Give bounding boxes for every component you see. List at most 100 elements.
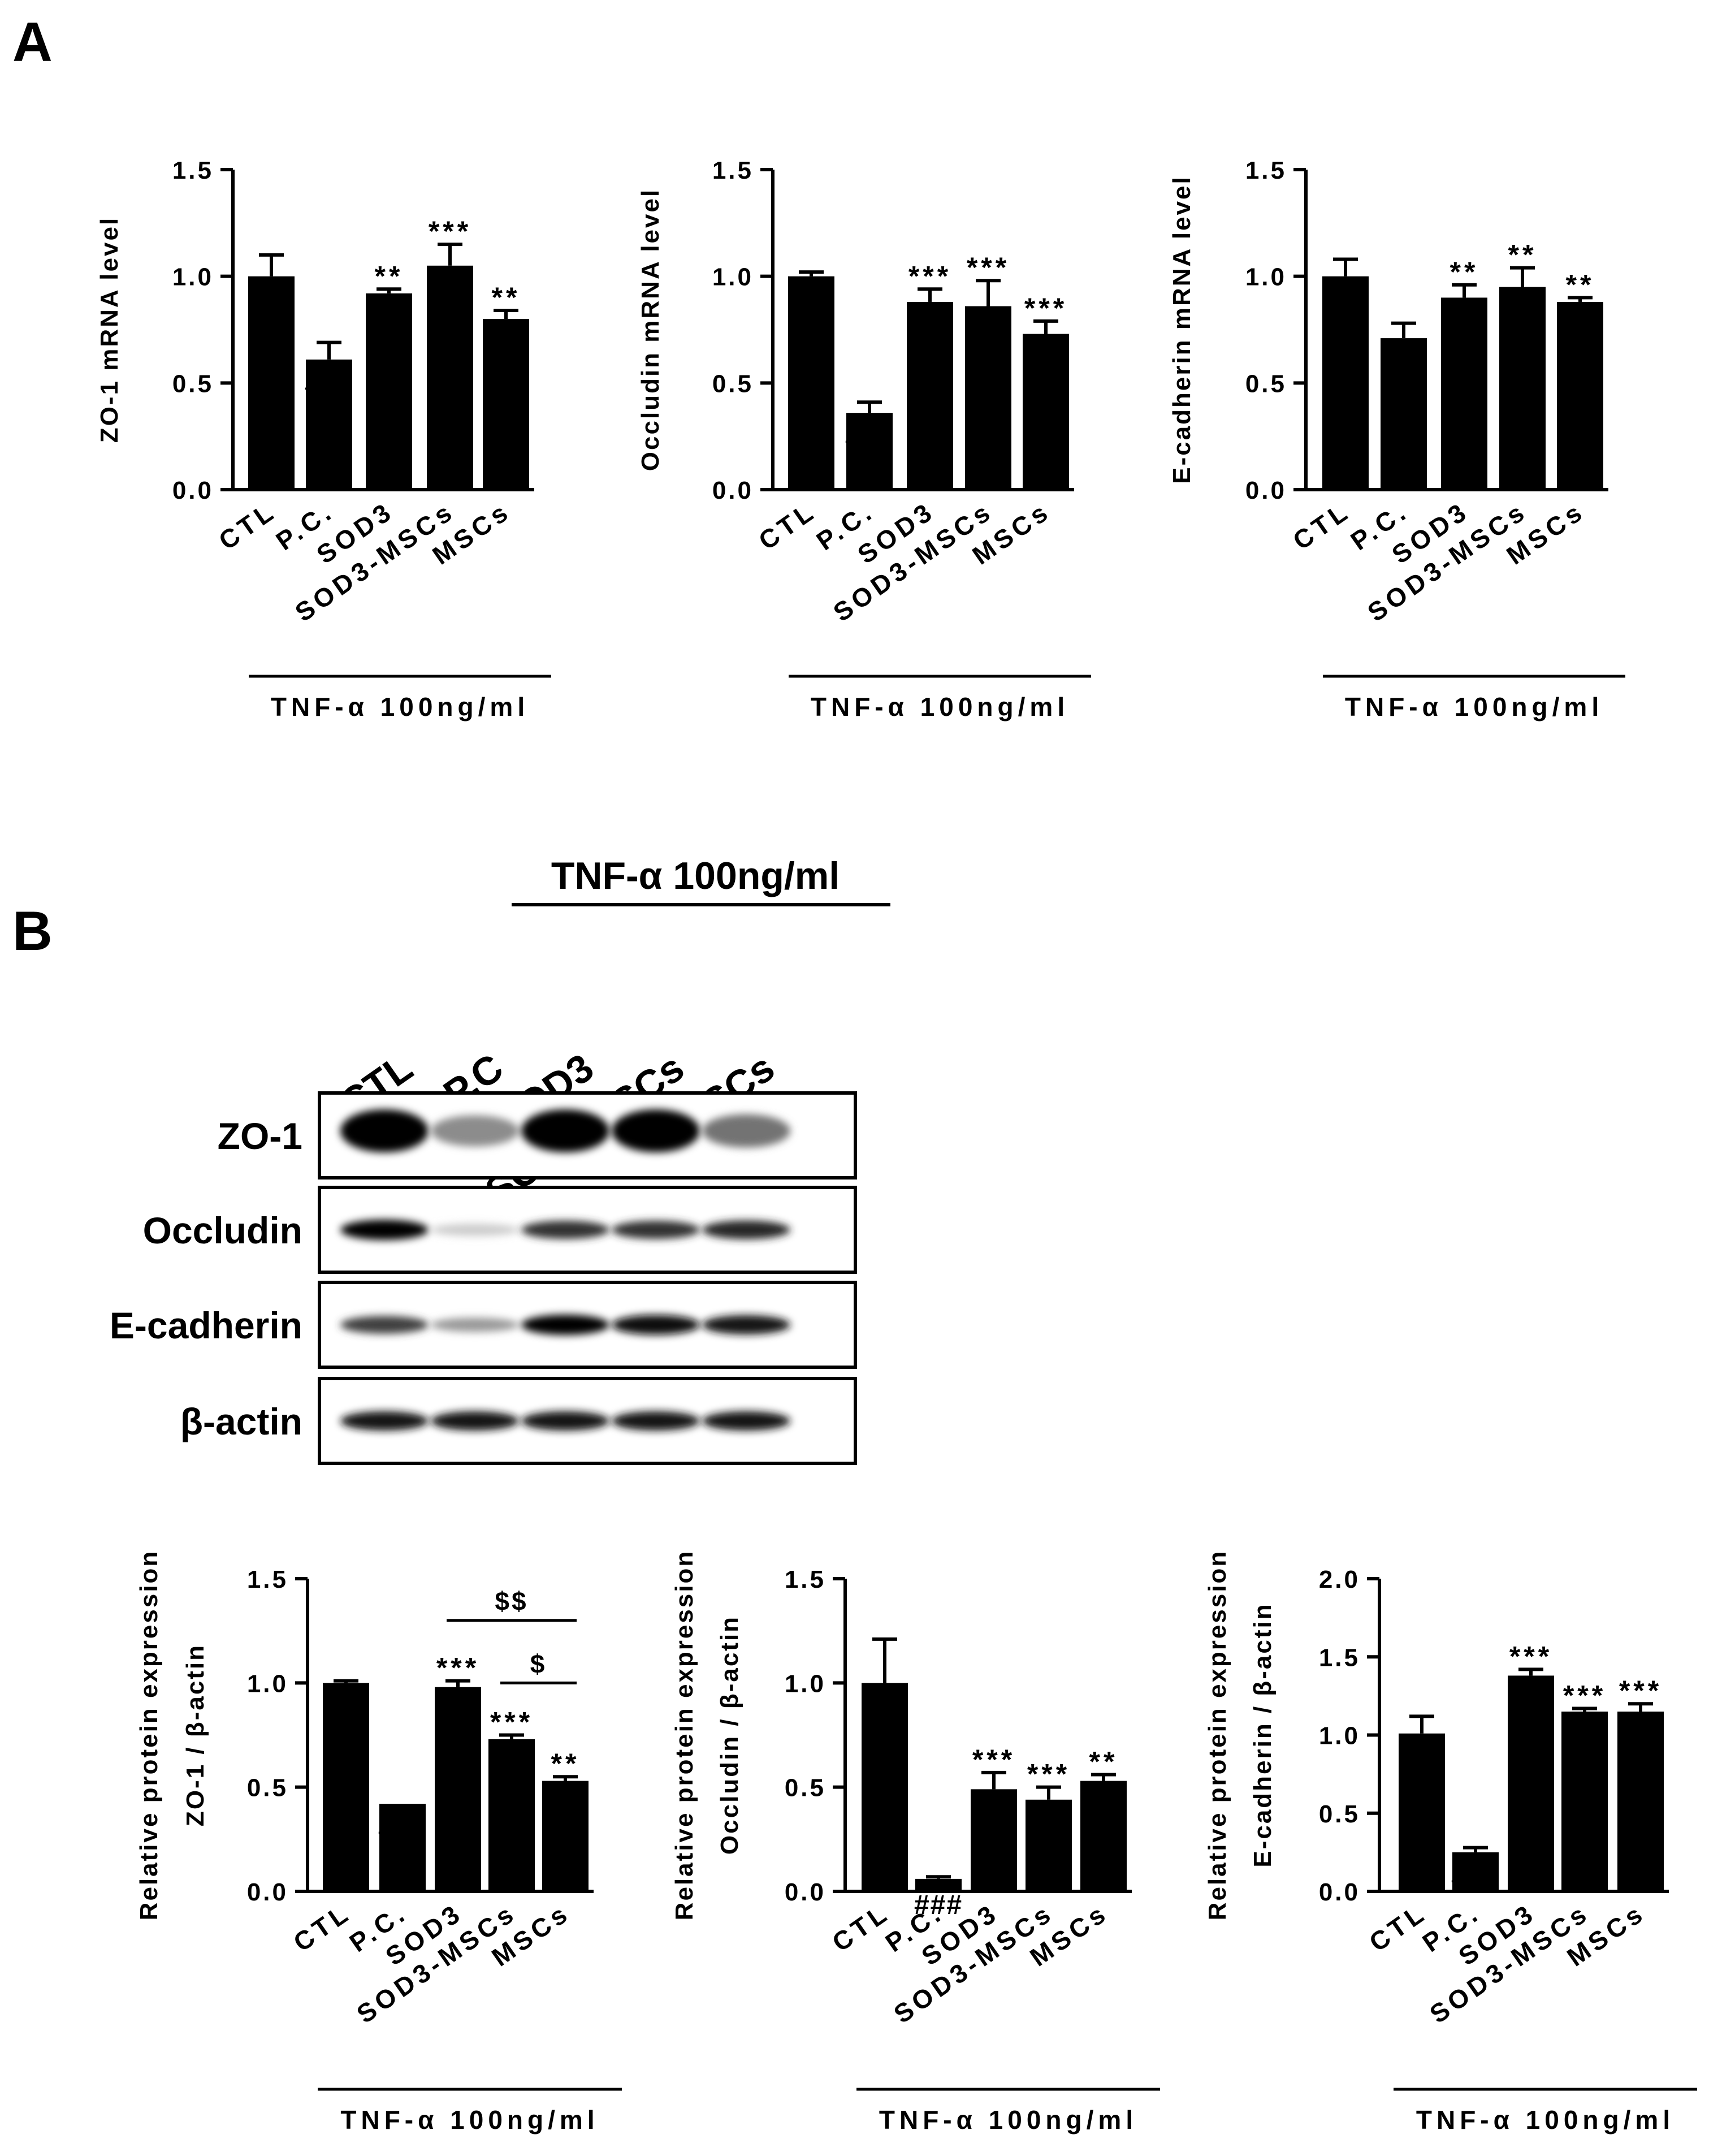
blot-band bbox=[340, 1220, 429, 1240]
blot-band bbox=[702, 1220, 790, 1239]
bar-p-c- bbox=[846, 413, 893, 490]
bar-sod3-mscs bbox=[427, 265, 473, 490]
significance-star: *** bbox=[1027, 1758, 1070, 1790]
significance-hash: ### bbox=[845, 424, 894, 454]
significance-hash: ### bbox=[914, 1890, 963, 1920]
blot-row-label: β-actin bbox=[180, 1401, 302, 1442]
bar-p-c- bbox=[915, 1878, 962, 1891]
significance-star: *** bbox=[1619, 1675, 1662, 1706]
blot-band bbox=[340, 1109, 429, 1152]
y-axis-label: ZO-1 / β-actin bbox=[181, 1644, 209, 1826]
bar-ctl bbox=[788, 276, 834, 490]
y-tick-label: 0.0 bbox=[1245, 477, 1287, 504]
blot-band bbox=[702, 1411, 790, 1431]
y-tick-label: 0.0 bbox=[1319, 1878, 1360, 1906]
blot-band bbox=[340, 1316, 429, 1334]
y-axis-label: E-cadherin mRNA level bbox=[1168, 175, 1196, 484]
bar-p-c- bbox=[306, 359, 352, 490]
bar-ctl bbox=[862, 1683, 908, 1891]
significance-star: *** bbox=[1563, 1679, 1606, 1711]
blot-band bbox=[521, 1109, 609, 1152]
blot-treatment-label: TNF-α 100ng/ml bbox=[551, 854, 840, 897]
bar-mscs bbox=[542, 1781, 589, 1891]
y-tick-label: 1.0 bbox=[172, 263, 214, 291]
bar-ctl bbox=[1322, 276, 1369, 490]
y-tick-label: 0.0 bbox=[712, 477, 754, 504]
blot-band bbox=[431, 1224, 519, 1236]
treatment-group-label: TNF-α 100ng/ml bbox=[340, 2105, 599, 2135]
significance-hash: ### bbox=[1451, 1864, 1500, 1894]
y-tick-label: 0.5 bbox=[1245, 370, 1287, 398]
blot-band bbox=[521, 1220, 609, 1239]
blot-band bbox=[521, 1315, 609, 1335]
blot-band bbox=[612, 1315, 700, 1335]
y-tick-label: 1.0 bbox=[1245, 263, 1287, 291]
blot-band bbox=[612, 1109, 700, 1152]
blot-band bbox=[521, 1411, 609, 1431]
bar-sod3 bbox=[1508, 1675, 1554, 1891]
treatment-group-label: TNF-α 100ng/ml bbox=[1416, 2105, 1675, 2135]
blot-band bbox=[702, 1114, 790, 1148]
bar-p-c- bbox=[1452, 1852, 1499, 1891]
y-axis-label: Relative protein expression bbox=[1204, 1550, 1231, 1921]
significance-star: *** bbox=[436, 1652, 479, 1684]
y-tick-label: 1.5 bbox=[712, 157, 754, 184]
ecadherin-mrna-chart: 0.00.51.01.5E-cadherin mRNA levelCTL##P.… bbox=[1168, 157, 1625, 721]
y-tick-label: 1.0 bbox=[785, 1670, 826, 1697]
y-axis-label: Relative protein expression bbox=[670, 1550, 698, 1921]
treatment-group-label: TNF-α 100ng/ml bbox=[811, 692, 1069, 721]
y-tick-label: 0.5 bbox=[1319, 1800, 1360, 1828]
significance-star: ** bbox=[1089, 1746, 1118, 1778]
y-tick-label: 0.5 bbox=[712, 370, 754, 398]
blot-row-label: E-cadherin bbox=[110, 1304, 302, 1346]
bar-ctl bbox=[1399, 1733, 1445, 1891]
bar-sod3-mscs bbox=[1026, 1799, 1072, 1891]
y-tick-label: 0.0 bbox=[247, 1878, 288, 1906]
bar-sod3-mscs bbox=[488, 1739, 535, 1891]
y-tick-label: 0.5 bbox=[172, 370, 214, 398]
blot-band bbox=[612, 1411, 700, 1431]
bar-mscs bbox=[1080, 1781, 1127, 1891]
significance-hash: ### bbox=[305, 371, 353, 401]
zo1-mrna-chart: 0.00.51.01.5ZO-1 mRNA levelCTL###P.C.**S… bbox=[96, 157, 551, 721]
bar-ctl bbox=[248, 276, 295, 490]
bar-sod3-mscs bbox=[965, 306, 1011, 490]
significance-star: *** bbox=[1024, 292, 1067, 324]
significance-hash: ### bbox=[378, 1815, 427, 1845]
blot-band bbox=[431, 1115, 519, 1147]
blot-band bbox=[612, 1220, 700, 1239]
treatment-group-label: TNF-α 100ng/ml bbox=[1345, 692, 1603, 721]
western-blot: TNF-α 100ng/mlCTLP.CSOD3SOD3-MSCsMSCsZO-… bbox=[110, 854, 890, 1465]
panel-label-b: B bbox=[12, 900, 53, 962]
occludin-protein-chart: 0.0 0.5 1.0 1.5 Relative protein expression O… bbox=[670, 1550, 1160, 2135]
bar-p-c- bbox=[1381, 338, 1427, 490]
x-tick-label: CTL bbox=[753, 496, 821, 556]
y-tick-label: 0.5 bbox=[247, 1774, 288, 1802]
blot-band bbox=[431, 1317, 519, 1332]
zo1-protein-chart: 0.0 0.5 1.0 1.5 Relative protein expression Z… bbox=[135, 1550, 622, 2135]
treatment-group-label: TNF-α 100ng/ml bbox=[271, 692, 529, 721]
bar-sod3 bbox=[971, 1789, 1017, 1891]
bar-mscs bbox=[1023, 334, 1069, 490]
y-axis-label: E-cadherin / β-actin bbox=[1249, 1602, 1277, 1867]
significance-star: *** bbox=[490, 1706, 533, 1738]
significance-star: ** bbox=[375, 260, 404, 292]
bar-sod3 bbox=[1441, 297, 1487, 490]
blot-band bbox=[702, 1315, 790, 1335]
ecadherin-protein-chart: 0.0 0.5 1.0 1.5 2.0 Relative protein expressi… bbox=[1204, 1550, 1697, 2135]
bar-sod3 bbox=[435, 1687, 481, 1891]
bar-mscs bbox=[1557, 301, 1603, 490]
blot-band bbox=[340, 1411, 429, 1431]
y-axis-label: Occludin mRNA level bbox=[637, 188, 664, 471]
bar-mscs bbox=[1617, 1712, 1664, 1891]
blot-row-label: ZO-1 bbox=[218, 1115, 302, 1157]
significance-star: ** bbox=[1450, 256, 1479, 288]
comparison-label: $$ bbox=[495, 1587, 528, 1616]
y-tick-label: 0.5 bbox=[785, 1774, 826, 1802]
bar-mscs bbox=[483, 319, 529, 490]
y-tick-label: 1.5 bbox=[1245, 157, 1287, 184]
significance-star: *** bbox=[972, 1744, 1015, 1775]
x-tick-label: CTL bbox=[213, 496, 281, 556]
panel-label-a: A bbox=[12, 11, 53, 73]
